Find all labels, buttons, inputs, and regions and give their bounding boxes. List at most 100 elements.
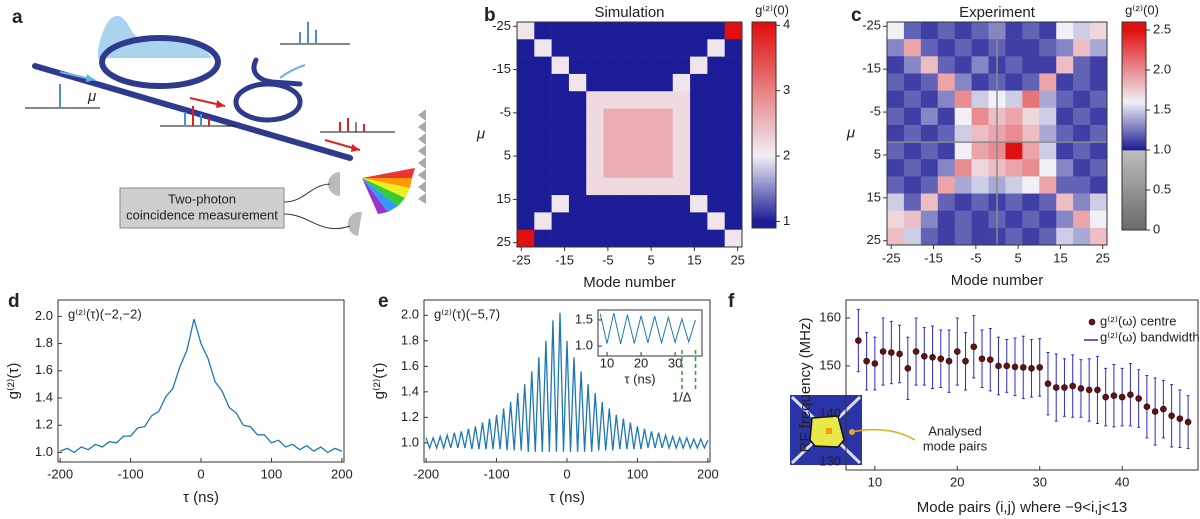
heat-cell — [620, 56, 639, 75]
heat-cell — [517, 177, 535, 196]
heat-cell — [1039, 176, 1057, 194]
heat-cell — [551, 108, 570, 127]
heat-cell — [707, 56, 725, 75]
heat-cell — [517, 73, 535, 92]
spectrum — [362, 178, 410, 198]
heat-cell — [1022, 107, 1040, 126]
annotation: mode pairs — [923, 438, 988, 453]
y-tick-label: 1.6 — [401, 358, 419, 373]
heat-cell — [1056, 39, 1074, 57]
heat-cell — [568, 229, 587, 248]
point — [1184, 418, 1192, 426]
heat-cell — [954, 124, 972, 143]
y-tick-label: 2.0 — [401, 307, 419, 322]
heat-cell — [672, 125, 691, 144]
y-tick-label: -15 — [492, 61, 511, 76]
heat-cell — [971, 142, 989, 160]
heat-cell — [690, 125, 708, 144]
heat-cell — [638, 22, 656, 40]
x-tick-label: 15 — [687, 252, 701, 267]
point — [1168, 412, 1175, 420]
heat-cell — [887, 90, 905, 109]
heat-cell — [937, 142, 955, 160]
heat-cell — [937, 22, 955, 40]
heat-cell — [937, 159, 955, 177]
heat-cell — [937, 90, 955, 109]
heat-cell — [551, 56, 570, 75]
x-tick-label: 25 — [730, 252, 744, 267]
heat-cell — [1073, 142, 1091, 160]
y-tick-label: -25 — [492, 18, 511, 33]
heat-cell — [638, 39, 656, 57]
heat-cell — [517, 125, 535, 144]
heat-cell — [954, 142, 972, 160]
y-axis-label: μ — [476, 125, 485, 142]
heat-cell — [724, 73, 743, 92]
heat-cell — [1073, 124, 1091, 143]
heat-cell — [937, 193, 955, 211]
heat-cell — [690, 22, 708, 40]
heat-cell — [887, 124, 905, 143]
heat-cell — [1073, 90, 1091, 109]
heat-cell — [920, 159, 939, 177]
heat-cell — [1090, 159, 1108, 177]
heat-cell — [1073, 227, 1091, 246]
heat-cell — [920, 22, 939, 40]
heat-cell — [638, 160, 656, 179]
heat-cell — [551, 125, 570, 144]
heat-cell — [551, 160, 570, 179]
heat-cell — [1005, 210, 1023, 229]
heat-cell — [887, 142, 905, 160]
annotation-arrow — [851, 428, 916, 441]
heat-cell — [534, 91, 552, 109]
heat-cell — [1056, 124, 1074, 143]
heat-cell — [638, 56, 656, 75]
heat-cell — [1005, 22, 1023, 40]
heat-cell — [1005, 90, 1023, 109]
heat-cell — [1073, 193, 1091, 211]
heat-cell — [620, 125, 639, 144]
heat-cell — [1022, 176, 1040, 194]
heat-cell — [1039, 159, 1057, 177]
heat-cell — [586, 195, 604, 213]
plot-frame — [886, 21, 1108, 246]
heat-cell — [638, 212, 656, 230]
point — [904, 365, 912, 372]
chart-title: Experiment — [959, 4, 1036, 21]
heat-cell — [1022, 56, 1040, 74]
y-tick-label: -15 — [862, 61, 881, 76]
panel-letter: d — [8, 291, 20, 312]
colorbar-label: g⁽²⁾(0) — [1125, 2, 1159, 17]
heat-cell — [954, 193, 972, 211]
y-tick-label: 1.4 — [401, 383, 419, 398]
point — [953, 348, 961, 355]
drop-waveguide — [251, 57, 303, 87]
heat-cell — [551, 39, 570, 57]
point — [937, 355, 945, 363]
heat-cell — [920, 124, 939, 143]
heat-cell — [954, 227, 972, 246]
x-axis-label: τ (ns) — [549, 489, 585, 506]
x-tick-label: 0 — [197, 466, 204, 481]
heat-cell — [672, 73, 691, 92]
x-tick-label: -200 — [413, 466, 439, 481]
heat-cell — [534, 108, 552, 127]
heat-cell — [534, 56, 552, 75]
x-axis-label: Mode pairs (i,j) where −9<i,j<13 — [917, 499, 1128, 516]
chart-title: Simulation — [594, 4, 664, 21]
heat-cell — [971, 159, 989, 177]
heat-cell — [920, 107, 939, 126]
heat-cell — [655, 143, 674, 161]
point — [921, 353, 928, 360]
heat-cell — [903, 176, 922, 194]
point — [970, 343, 978, 351]
heat-cell — [603, 160, 622, 179]
point — [1044, 380, 1052, 387]
panel-letter: b — [484, 5, 496, 26]
heat-cell — [887, 159, 905, 177]
heat-cell — [586, 229, 604, 248]
y-tick-label: 1.5 — [575, 311, 593, 326]
heat-cell — [672, 229, 691, 248]
heat-cell — [937, 227, 955, 246]
heat-cell — [568, 177, 587, 196]
